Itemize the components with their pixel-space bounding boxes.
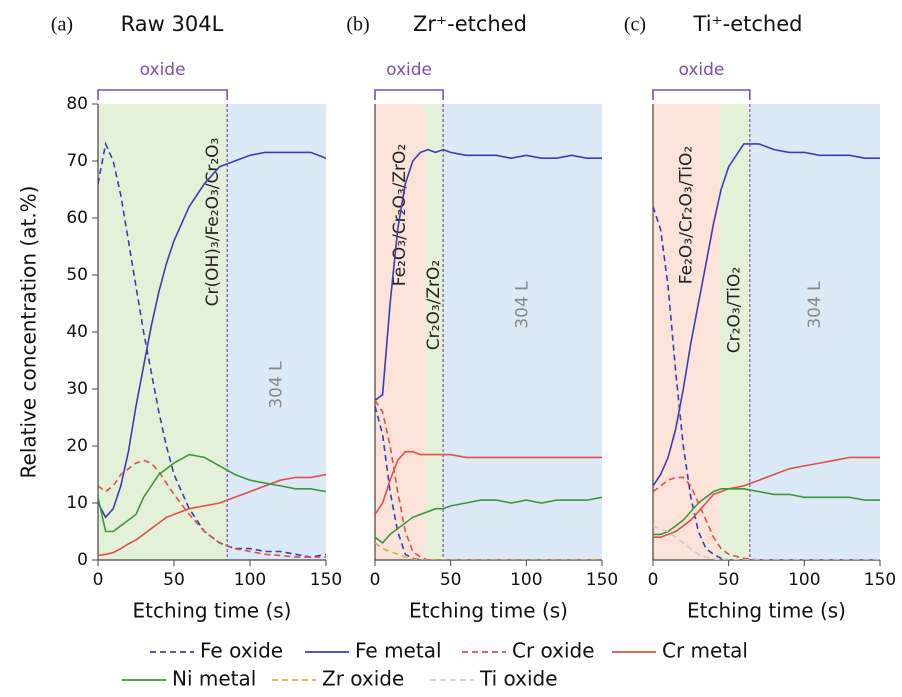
series-line (98, 459, 326, 558)
panel-label: (c) (624, 14, 646, 36)
y-tick-label: 80 (66, 94, 88, 114)
legend-label: Fe metal (355, 639, 442, 663)
region (424, 104, 444, 560)
legend-label: Zr oxide (322, 667, 404, 691)
x-tick-label: 100 (510, 570, 542, 590)
region-label: Cr₂O₃/TiO₂ (725, 267, 745, 353)
panel-label: (b) (346, 14, 369, 36)
x-tick-label: 150 (310, 570, 342, 590)
x-tick-label: 50 (718, 570, 740, 590)
series-line (375, 496, 602, 544)
y-tick-label: 10 (66, 493, 88, 513)
series-line (653, 488, 880, 536)
y-tick-label: 30 (66, 379, 88, 399)
panel-title: Zr⁺-etched (413, 12, 527, 36)
region-label: 304 L (805, 281, 825, 329)
legend-label: Ti oxide (479, 667, 558, 691)
region (375, 104, 425, 560)
series-line (375, 148, 602, 402)
x-axis-label: Etching time (s) (132, 599, 291, 623)
region-label: Fe₂O₃/Cr₂O₃/TiO₂ (676, 146, 696, 284)
region (98, 104, 228, 560)
y-tick-label: 0 (77, 550, 88, 570)
panel-title: Raw 304L (121, 12, 224, 36)
legend-label: Fe oxide (200, 639, 283, 663)
panel-label: (a) (51, 14, 73, 36)
y-tick-label: 50 (66, 265, 88, 285)
region-label: 304 L (267, 361, 287, 409)
panel-title: Ti⁺-etched (693, 12, 803, 36)
x-tick-label: 50 (163, 570, 185, 590)
oxide-bracket (97, 89, 228, 100)
oxide-bracket (374, 89, 444, 100)
series-line (98, 473, 326, 557)
x-axis-label: Etching time (s) (409, 599, 568, 623)
x-tick-label: 0 (93, 570, 104, 590)
oxide-bracket (652, 89, 751, 100)
series-line (375, 450, 602, 515)
oxide-label: oxide (140, 60, 186, 80)
series-line (98, 151, 326, 519)
x-tick-label: 0 (648, 570, 659, 590)
legend-label: Cr oxide (512, 639, 595, 663)
series-line (653, 476, 880, 560)
x-tick-label: 150 (864, 570, 896, 590)
x-tick-label: 100 (788, 570, 820, 590)
legend-label: Cr metal (662, 639, 748, 663)
series-line (653, 143, 880, 487)
y-tick-label: 40 (66, 322, 88, 342)
series-line (98, 453, 326, 533)
legend-label: Ni metal (172, 667, 256, 691)
y-tick-label: 60 (66, 208, 88, 228)
region (227, 104, 326, 560)
y-tick-label: 20 (66, 436, 88, 456)
x-tick-label: 50 (440, 570, 462, 590)
region (749, 104, 880, 560)
x-tick-label: 100 (234, 570, 266, 590)
x-axis-label: Etching time (s) (687, 599, 846, 623)
series-line (653, 206, 880, 560)
y-axis-label: Relative concentration (at.%) (17, 186, 41, 479)
oxide-label: oxide (386, 60, 432, 80)
x-tick-label: 0 (370, 570, 381, 590)
oxide-label: oxide (678, 60, 724, 80)
region-label: Cr(OH)₃/Fe₂O₃/Cr₂O₃ (203, 138, 223, 307)
region-label: 304 L (513, 281, 533, 329)
region-label: Cr₂O₃/ZrO₂ (424, 260, 444, 350)
region (443, 104, 602, 560)
y-tick-label: 70 (66, 151, 88, 171)
series-line (375, 405, 602, 560)
x-tick-label: 150 (586, 570, 618, 590)
